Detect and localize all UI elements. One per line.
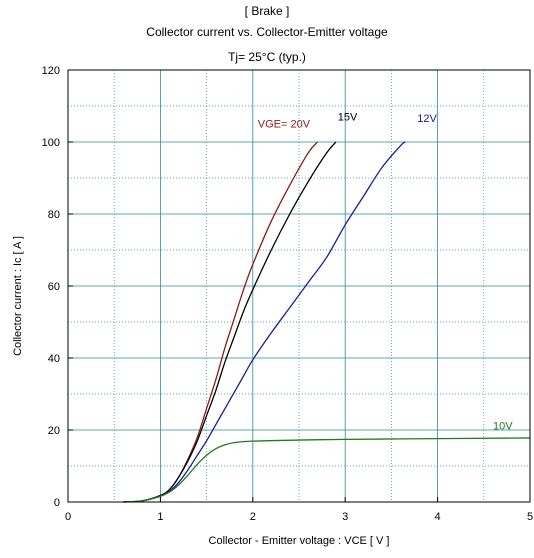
x-tick-label: 5 — [527, 511, 533, 523]
series-label-0: VGE= 20V — [258, 119, 311, 131]
y-tick-label: 0 — [54, 497, 60, 509]
series-line-1 — [123, 141, 337, 503]
y-tick-label: 120 — [42, 65, 60, 77]
y-tick-label: 100 — [42, 137, 60, 149]
series-line-2 — [123, 141, 406, 503]
series-label-3: 10V — [493, 420, 513, 432]
x-tick-label: 2 — [250, 511, 256, 523]
chart-series — [123, 141, 531, 503]
chart-condition: Tj= 25°C (typ.) — [228, 50, 306, 64]
x-tick-label: 0 — [65, 511, 71, 523]
chart-grid — [68, 70, 530, 502]
chart-title: [ Brake ] — [244, 4, 290, 18]
series-labels: VGE= 20V 15V 12V 10V — [258, 111, 513, 432]
x-tick-label: 1 — [157, 511, 163, 523]
series-label-2: 12V — [417, 113, 437, 125]
x-tick-label: 3 — [342, 511, 348, 523]
chart-ticks: 0 1 2 3 4 5 0 20 40 60 80 100 120 — [42, 65, 533, 523]
x-axis-label: Collector - Emitter voltage : VCE [ V ] — [209, 535, 390, 547]
y-tick-label: 40 — [48, 353, 60, 365]
y-tick-label: 20 — [48, 425, 60, 437]
y-tick-label: 80 — [48, 209, 60, 221]
x-tick-label: 4 — [435, 511, 441, 523]
y-tick-label: 60 — [48, 281, 60, 293]
series-label-1: 15V — [338, 111, 358, 123]
series-line-3 — [123, 437, 531, 503]
y-axis-label: Collector current : Ic [ A ] — [11, 236, 24, 356]
chart-subtitle: Collector current vs. Collector-Emitter … — [146, 25, 388, 39]
